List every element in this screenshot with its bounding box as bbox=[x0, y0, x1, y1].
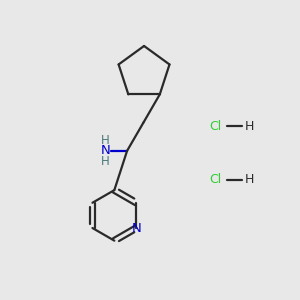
Text: N: N bbox=[100, 144, 110, 157]
Text: Cl: Cl bbox=[209, 173, 221, 186]
Text: H: H bbox=[245, 173, 254, 186]
Text: H: H bbox=[101, 134, 110, 147]
Text: Cl: Cl bbox=[209, 120, 221, 133]
Text: H: H bbox=[101, 155, 110, 168]
Text: N: N bbox=[132, 222, 142, 236]
Text: H: H bbox=[245, 120, 254, 133]
